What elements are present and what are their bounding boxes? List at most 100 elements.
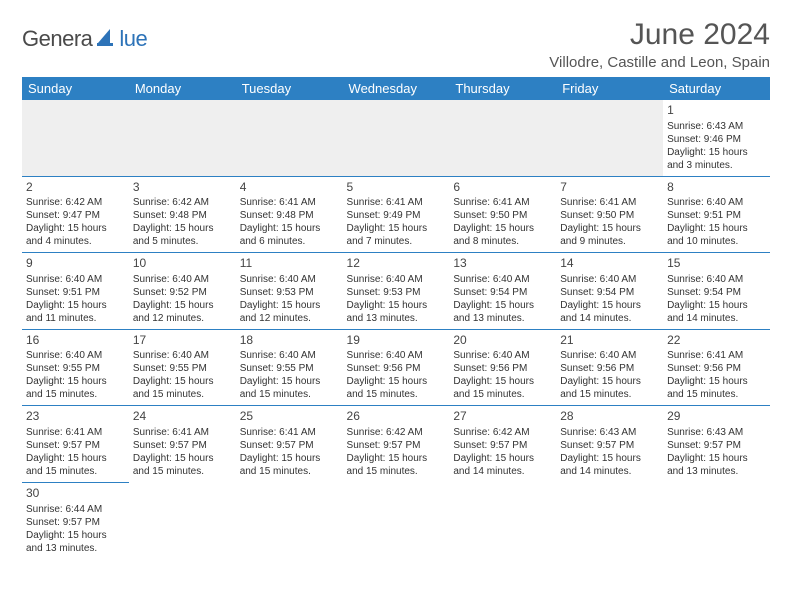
day-detail: Daylight: 15 hours <box>667 299 766 312</box>
day-detail: Daylight: 15 hours <box>347 375 446 388</box>
day-detail: Daylight: 15 hours <box>667 146 766 159</box>
day-detail: Daylight: 15 hours <box>26 299 125 312</box>
calendar-week: 16Sunrise: 6:40 AMSunset: 9:55 PMDayligh… <box>22 329 770 406</box>
day-number: 10 <box>133 256 232 272</box>
day-detail: and 15 minutes. <box>26 388 125 401</box>
calendar-cell: 28Sunrise: 6:43 AMSunset: 9:57 PMDayligh… <box>556 406 663 483</box>
calendar-cell: 6Sunrise: 6:41 AMSunset: 9:50 PMDaylight… <box>449 176 556 253</box>
day-detail: and 9 minutes. <box>560 235 659 248</box>
day-detail: Sunset: 9:57 PM <box>26 516 125 529</box>
day-number: 25 <box>240 409 339 425</box>
day-detail: and 15 minutes. <box>347 388 446 401</box>
day-detail: Daylight: 15 hours <box>240 452 339 465</box>
col-friday: Friday <box>556 77 663 100</box>
logo-text-main: Genera <box>22 26 92 52</box>
day-detail: Sunset: 9:56 PM <box>347 362 446 375</box>
day-detail: Sunset: 9:51 PM <box>26 286 125 299</box>
calendar-cell: 22Sunrise: 6:41 AMSunset: 9:56 PMDayligh… <box>663 329 770 406</box>
day-detail: and 14 minutes. <box>560 465 659 478</box>
day-detail: Daylight: 15 hours <box>667 452 766 465</box>
day-detail: Sunrise: 6:40 AM <box>133 273 232 286</box>
title-block: June 2024 Villodre, Castille and Leon, S… <box>549 18 770 71</box>
day-detail: and 15 minutes. <box>453 388 552 401</box>
day-detail: Sunrise: 6:40 AM <box>453 349 552 362</box>
calendar-cell: 12Sunrise: 6:40 AMSunset: 9:53 PMDayligh… <box>343 253 450 330</box>
day-number: 9 <box>26 256 125 272</box>
calendar-cell: 9Sunrise: 6:40 AMSunset: 9:51 PMDaylight… <box>22 253 129 330</box>
calendar-cell: 17Sunrise: 6:40 AMSunset: 9:55 PMDayligh… <box>129 329 236 406</box>
day-detail: and 14 minutes. <box>453 465 552 478</box>
day-detail: Sunset: 9:53 PM <box>240 286 339 299</box>
day-detail: Sunrise: 6:42 AM <box>453 426 552 439</box>
day-detail: Sunrise: 6:41 AM <box>133 426 232 439</box>
day-number: 29 <box>667 409 766 425</box>
day-detail: Sunrise: 6:43 AM <box>560 426 659 439</box>
day-detail: Sunrise: 6:42 AM <box>26 196 125 209</box>
day-detail: Daylight: 15 hours <box>240 299 339 312</box>
sail-icon <box>96 27 116 52</box>
day-detail: Sunrise: 6:40 AM <box>26 349 125 362</box>
calendar-cell: 1Sunrise: 6:43 AMSunset: 9:46 PMDaylight… <box>663 100 770 176</box>
calendar-week: 23Sunrise: 6:41 AMSunset: 9:57 PMDayligh… <box>22 406 770 483</box>
day-detail: Sunset: 9:51 PM <box>667 209 766 222</box>
calendar-cell: 3Sunrise: 6:42 AMSunset: 9:48 PMDaylight… <box>129 176 236 253</box>
day-detail: and 15 minutes. <box>133 465 232 478</box>
day-number: 17 <box>133 333 232 349</box>
calendar-cell <box>556 482 663 558</box>
day-detail: Sunset: 9:54 PM <box>560 286 659 299</box>
day-detail: Daylight: 15 hours <box>667 222 766 235</box>
day-detail: Sunrise: 6:41 AM <box>347 196 446 209</box>
day-number: 24 <box>133 409 232 425</box>
calendar-cell <box>236 482 343 558</box>
day-detail: Daylight: 15 hours <box>26 529 125 542</box>
day-detail: and 10 minutes. <box>667 235 766 248</box>
day-detail: and 12 minutes. <box>240 312 339 325</box>
header: Genera lue June 2024 Villodre, Castille … <box>22 18 770 71</box>
calendar-cell: 18Sunrise: 6:40 AMSunset: 9:55 PMDayligh… <box>236 329 343 406</box>
day-detail: Sunset: 9:46 PM <box>667 133 766 146</box>
day-detail: Sunrise: 6:41 AM <box>26 426 125 439</box>
col-monday: Monday <box>129 77 236 100</box>
day-detail: Sunset: 9:56 PM <box>667 362 766 375</box>
calendar-cell: 2Sunrise: 6:42 AMSunset: 9:47 PMDaylight… <box>22 176 129 253</box>
day-detail: Sunrise: 6:40 AM <box>347 273 446 286</box>
day-detail: Sunset: 9:52 PM <box>133 286 232 299</box>
calendar-cell: 19Sunrise: 6:40 AMSunset: 9:56 PMDayligh… <box>343 329 450 406</box>
day-detail: Sunset: 9:55 PM <box>26 362 125 375</box>
day-detail: Sunrise: 6:41 AM <box>560 196 659 209</box>
day-detail: Sunrise: 6:40 AM <box>560 273 659 286</box>
calendar-cell: 8Sunrise: 6:40 AMSunset: 9:51 PMDaylight… <box>663 176 770 253</box>
day-detail: and 14 minutes. <box>560 312 659 325</box>
calendar-cell: 25Sunrise: 6:41 AMSunset: 9:57 PMDayligh… <box>236 406 343 483</box>
day-detail: Daylight: 15 hours <box>240 222 339 235</box>
day-detail: Sunrise: 6:43 AM <box>667 426 766 439</box>
day-detail: Sunset: 9:55 PM <box>133 362 232 375</box>
day-detail: Daylight: 15 hours <box>347 299 446 312</box>
day-detail: Daylight: 15 hours <box>133 375 232 388</box>
day-detail: Sunrise: 6:41 AM <box>453 196 552 209</box>
day-detail: and 11 minutes. <box>26 312 125 325</box>
day-detail: Sunset: 9:54 PM <box>453 286 552 299</box>
day-number: 13 <box>453 256 552 272</box>
day-detail: Sunrise: 6:40 AM <box>26 273 125 286</box>
day-number: 27 <box>453 409 552 425</box>
day-detail: Sunset: 9:54 PM <box>667 286 766 299</box>
day-detail: and 13 minutes. <box>26 542 125 555</box>
day-detail: Sunrise: 6:43 AM <box>667 120 766 133</box>
day-detail: and 3 minutes. <box>667 159 766 172</box>
day-detail: Sunrise: 6:40 AM <box>133 349 232 362</box>
day-detail: Sunrise: 6:40 AM <box>667 196 766 209</box>
day-number: 19 <box>347 333 446 349</box>
day-detail: Daylight: 15 hours <box>560 375 659 388</box>
calendar-cell <box>236 100 343 176</box>
calendar-cell: 11Sunrise: 6:40 AMSunset: 9:53 PMDayligh… <box>236 253 343 330</box>
calendar-cell: 27Sunrise: 6:42 AMSunset: 9:57 PMDayligh… <box>449 406 556 483</box>
day-detail: Sunrise: 6:40 AM <box>347 349 446 362</box>
day-detail: Daylight: 15 hours <box>133 222 232 235</box>
day-detail: Sunset: 9:50 PM <box>453 209 552 222</box>
day-detail: Sunrise: 6:41 AM <box>240 196 339 209</box>
day-detail: Sunset: 9:47 PM <box>26 209 125 222</box>
calendar-cell: 30Sunrise: 6:44 AMSunset: 9:57 PMDayligh… <box>22 482 129 558</box>
day-detail: Sunset: 9:57 PM <box>26 439 125 452</box>
day-detail: Sunrise: 6:40 AM <box>453 273 552 286</box>
